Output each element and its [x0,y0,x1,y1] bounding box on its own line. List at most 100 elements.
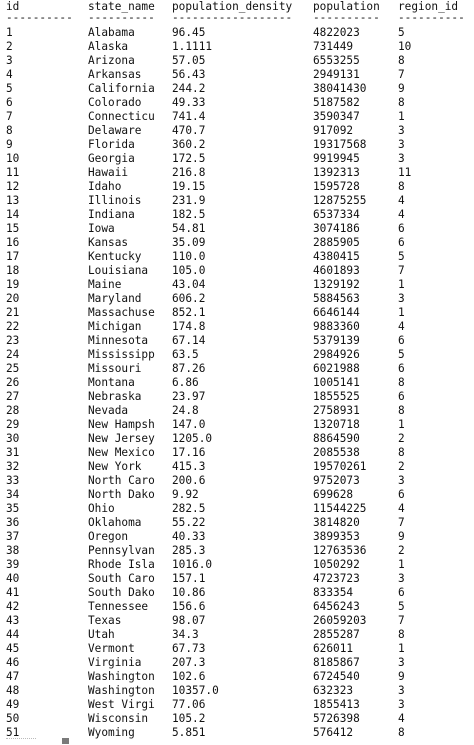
cell-state-name: Rhode Isla [88,558,155,571]
cell-population-density: 35.09 [172,236,206,249]
table-row: 16 Kansas 35.09 2885905 6 [6,236,472,250]
cell-state-name: Arkansas [88,68,142,81]
cell-id: 23 [6,334,20,347]
cell-id: 41 [6,586,20,599]
table-row: 46 Virginia 207.3 8185867 3 [6,656,472,670]
cell-region-id: 7 [398,68,405,81]
cell-region-id: 3 [398,152,405,165]
cell-population-density: 606.2 [172,292,206,305]
cell-id: 21 [6,306,20,319]
cell-population-density: 9.92 [172,488,199,501]
cell-id: 18 [6,264,20,277]
table-row: 27 Nebraska 23.97 1855525 6 [6,390,472,404]
cell-id: 29 [6,418,20,431]
cell-state-name: North Caro [88,474,155,487]
cell-state-name: Wisconsin [88,712,149,725]
cell-id: 13 [6,194,20,207]
cell-population-density: 98.07 [172,614,206,627]
cell-region-id: 1 [398,110,405,123]
cell-population: 1005141 [313,376,360,389]
cell-population-density: 182.5 [172,208,206,221]
cell-population-density: 10357.0 [172,684,219,697]
cell-population-density: 40.33 [172,530,206,543]
cell-population: 632323 [313,684,354,697]
terminal-output: id state_name population_density populat… [6,0,472,744]
cell-region-id: 3 [398,572,405,585]
cell-region-id: 1 [398,418,405,431]
cell-population: 2984926 [313,348,360,361]
cell-region-id: 5 [398,250,405,263]
table-row: 13 Illinois 231.9 12875255 4 [6,194,472,208]
cell-id: 12 [6,180,20,193]
table-row: 21 Massachuse 852.1 6646144 1 [6,306,472,320]
cell-region-id: 2 [398,544,405,557]
cell-id: 16 [6,236,20,249]
table-row: 40 South Caro 157.1 4723723 3 [6,572,472,586]
cell-state-name: Tennessee [88,600,149,613]
cell-population-density: 216.8 [172,166,206,179]
cell-region-id: 7 [398,516,405,529]
cell-population-density: 282.5 [172,502,206,515]
cell-state-name: Kansas [88,236,129,249]
cell-population: 6537334 [313,208,360,221]
table-row: 23 Minnesota 67.14 5379139 6 [6,334,472,348]
cell-state-name: Mississipp [88,348,155,361]
cell-id: 28 [6,404,20,417]
cell-state-name: Maine [88,278,122,291]
header-population-density: population_density [172,0,293,13]
prompt-dots [6,738,36,745]
cell-population: 5884563 [313,292,360,305]
cell-population: 12875255 [313,194,367,207]
cell-region-id: 3 [398,684,405,697]
cell-id: 38 [6,544,20,557]
cell-state-name: Wyoming [88,726,135,739]
cell-id: 15 [6,222,20,235]
cell-population: 38041430 [313,82,367,95]
table-row: 50 Wisconsin 105.2 5726398 4 [6,712,472,726]
cell-population: 4601893 [313,264,360,277]
table-row: 15 Iowa 54.81 3074186 6 [6,222,472,236]
cell-state-name: Massachuse [88,306,155,319]
cell-id: 17 [6,250,20,263]
cell-state-name: Louisiana [88,264,149,277]
cell-population: 12763536 [313,544,367,557]
table-row: 24 Mississipp 63.5 2984926 5 [6,348,472,362]
cell-id: 46 [6,656,20,669]
cell-population: 8864590 [313,432,360,445]
cell-population: 9883360 [313,320,360,333]
cell-id: 44 [6,628,20,641]
cell-population-density: 852.1 [172,306,206,319]
cell-population-density: 87.26 [172,362,206,375]
table-row: 32 New York 415.3 19570261 2 [6,460,472,474]
table-row: 17 Kentucky 110.0 4380415 5 [6,250,472,264]
cell-population: 5187582 [313,96,360,109]
cell-id: 4 [6,68,13,81]
cell-population: 2855287 [313,628,360,641]
cell-state-name: Alaska [88,40,129,53]
cell-population: 2885905 [313,236,360,249]
cell-state-name: Florida [88,138,135,151]
cell-population: 731449 [313,40,354,53]
cell-id: 26 [6,376,20,389]
cell-population: 1050292 [313,558,360,571]
cell-state-name: Minnesota [88,334,149,347]
table-row: 6 Colorado 49.33 5187582 8 [6,96,472,110]
cell-state-name: Maryland [88,292,142,305]
header-population: population [313,0,380,13]
cell-id: 51 [6,726,20,739]
cell-state-name: West Virgi [88,698,155,711]
cell-population: 1392313 [313,166,360,179]
table-row: 43 Texas 98.07 26059203 7 [6,614,472,628]
table-row: 41 South Dako 10.86 833354 6 [6,586,472,600]
cell-state-name: Utah [88,628,115,641]
cell-region-id: 4 [398,194,405,207]
cell-state-name: Oregon [88,530,129,543]
cell-id: 36 [6,516,20,529]
cell-region-id: 7 [398,264,405,277]
prompt-line[interactable] [6,738,472,744]
cell-population: 3074186 [313,222,360,235]
cell-population: 6646144 [313,306,360,319]
cell-population-density: 67.14 [172,334,206,347]
cell-region-id: 6 [398,334,405,347]
cell-state-name: Pennsylvan [88,544,155,557]
